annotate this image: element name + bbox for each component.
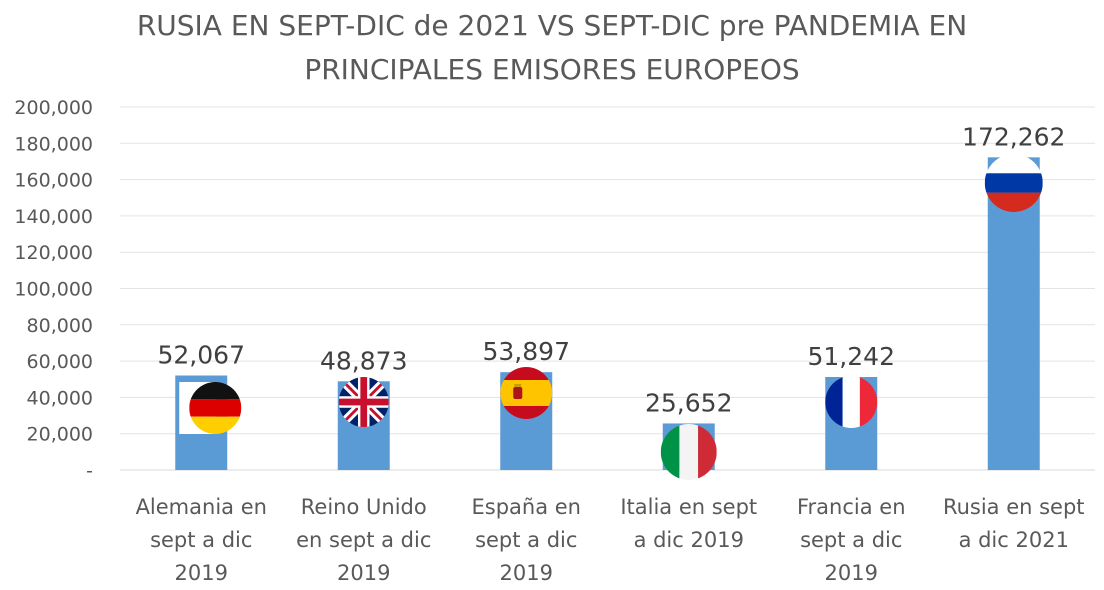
x-tick-label-line: Francia en xyxy=(797,495,906,519)
chart-title: RUSIA EN SEPT-DIC de 2021 VS SEPT-DIC pr… xyxy=(0,4,1104,92)
y-tick-label: 200,000 xyxy=(14,97,93,119)
uk-flag-icon xyxy=(338,376,389,428)
x-tick-label: España en sept a dic 2019 xyxy=(472,495,582,585)
x-tick-label-line: sept a dic xyxy=(800,528,902,552)
y-tick-label: 20,000 xyxy=(27,424,93,446)
x-tick-label-line: 2019 xyxy=(500,561,553,585)
y-tick-label: 140,000 xyxy=(14,206,93,228)
y-tick-label: 100,000 xyxy=(14,279,93,301)
x-tick-label-line: sept a dic xyxy=(475,528,577,552)
x-tick-label-line: en sept a dic xyxy=(296,528,431,552)
germany-flag-icon xyxy=(189,382,242,434)
x-tick-label-line: España en xyxy=(472,495,582,519)
chart-title-line-1: RUSIA EN SEPT-DIC de 2021 VS SEPT-DIC pr… xyxy=(136,9,968,42)
y-tick-label: 120,000 xyxy=(14,242,93,264)
data-label: 48,873 xyxy=(320,346,407,375)
x-tick-label-line: 2019 xyxy=(175,561,228,585)
x-tick-label-line: sept a dic xyxy=(150,528,252,552)
russia-flag-icon xyxy=(984,154,1043,212)
x-tick-label: Rusia en sept a dic 2021 xyxy=(943,495,1085,552)
france-flag-icon xyxy=(825,376,878,428)
bars xyxy=(175,157,1040,470)
x-tick-label: Francia en sept a dic 2019 xyxy=(797,495,906,585)
x-tick-label-line: Italia en sept xyxy=(620,495,757,519)
x-axis: Alemania en sept a dic 2019 Reino Unido en s… xyxy=(136,495,1085,585)
flags xyxy=(179,154,1043,480)
x-tick-label-line: 2019 xyxy=(825,561,878,585)
x-tick-label-line: Reino Unido xyxy=(301,495,427,519)
data-label: 51,242 xyxy=(808,342,895,371)
data-label: 25,652 xyxy=(645,388,732,417)
data-label: 53,897 xyxy=(483,337,570,366)
y-tick-label: - xyxy=(86,460,93,482)
y-tick-label: 180,000 xyxy=(14,133,93,155)
data-labels: 52,067 48,873 53,897 25,652 51,242 172,262 xyxy=(158,122,1066,417)
x-tick-label-line: Rusia en sept xyxy=(943,495,1085,519)
x-tick-label: Alemania en sept a dic 2019 xyxy=(136,495,267,585)
y-axis: - 20,000 40,000 60,000 80,000 100,000 120,000 1… xyxy=(14,97,93,482)
x-tick-label-line: Alemania en xyxy=(136,495,267,519)
data-label: 172,262 xyxy=(962,122,1065,151)
italy-flag-icon xyxy=(660,424,717,480)
y-tick-label: 60,000 xyxy=(27,351,93,373)
x-tick-label-line: a dic 2021 xyxy=(959,528,1069,552)
x-tick-label: Reino Unido en sept a dic 2019 xyxy=(296,495,431,585)
y-tick-label: 80,000 xyxy=(27,315,93,337)
x-tick-label: Italia en sept a dic 2019 xyxy=(620,495,757,552)
y-tick-label: 40,000 xyxy=(27,387,93,409)
y-tick-label: 160,000 xyxy=(14,170,93,192)
chart-title-line-2: PRINCIPALES EMISORES EUROPEOS xyxy=(304,53,800,86)
spain-flag-icon xyxy=(500,367,553,419)
data-label: 52,067 xyxy=(158,340,245,369)
gridlines xyxy=(120,106,1095,471)
x-tick-label-line: 2019 xyxy=(337,561,390,585)
x-tick-label-line: a dic 2019 xyxy=(634,528,744,552)
